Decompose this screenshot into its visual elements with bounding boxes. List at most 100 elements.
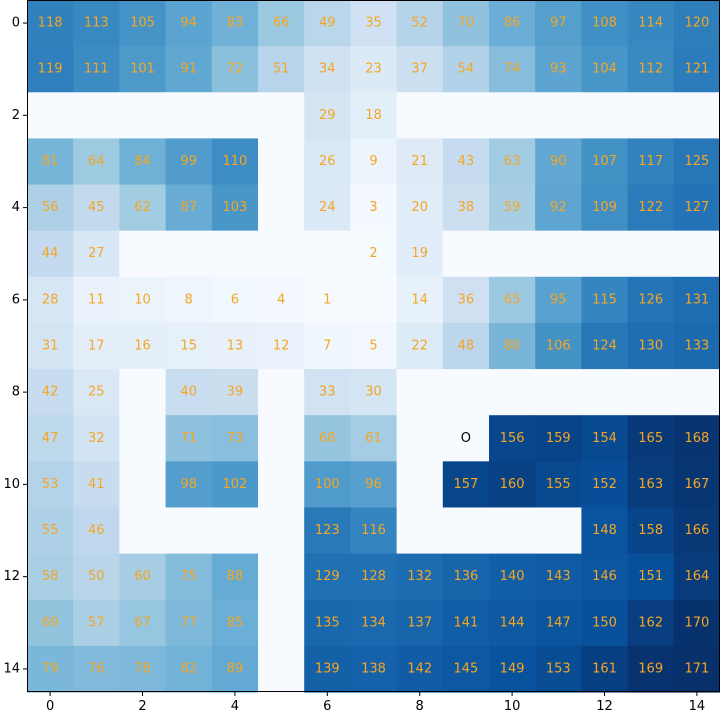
heatmap-cell — [258, 92, 305, 139]
heatmap-cell — [673, 92, 720, 139]
heatmap-cell — [350, 184, 398, 232]
heatmap-cell — [258, 553, 305, 601]
cell-value-label: 144 — [500, 615, 525, 630]
heatmap-cell — [396, 322, 444, 370]
cell-value-label: 164 — [684, 569, 709, 584]
cell-value-label: 96 — [365, 477, 382, 492]
cell-value-label: 139 — [315, 661, 340, 676]
cell-value-label: 55 — [42, 523, 59, 538]
heatmap-cell — [442, 599, 490, 647]
cell-value-label: 73 — [227, 431, 244, 446]
cell-value-label: 54 — [458, 62, 475, 77]
cell-value-label: 119 — [38, 62, 63, 77]
heatmap-cell — [442, 0, 490, 47]
heatmap-cell — [627, 46, 675, 93]
cell-value-label: 48 — [458, 339, 475, 354]
heatmap-cell — [73, 369, 120, 416]
heatmap-cell — [396, 184, 444, 232]
heatmap-cell — [535, 645, 582, 693]
cell-value-label: 94 — [180, 16, 197, 31]
heatmap-cell — [211, 553, 259, 601]
heatmap-cells — [27, 0, 720, 693]
heatmap-cell — [673, 0, 720, 47]
heatmap-cell — [673, 553, 720, 601]
cell-value-label: 22 — [411, 339, 428, 354]
heatmap-cell — [581, 369, 629, 416]
heatmap-cell — [165, 553, 213, 601]
cell-value-label: 104 — [592, 62, 617, 77]
cell-value-label: 47 — [42, 431, 59, 446]
heatmap-cell — [73, 138, 120, 186]
cell-value-label: 1 — [323, 292, 331, 307]
cell-value-label: 160 — [500, 477, 525, 492]
cell-value-label: 82 — [180, 661, 197, 676]
heatmap-cell — [165, 322, 213, 370]
heatmap-cell — [73, 645, 120, 693]
cell-value-label: 21 — [411, 154, 428, 169]
cell-value-label: 167 — [684, 477, 709, 492]
y-tick-label: 12 — [3, 569, 20, 584]
cell-value-label: 69 — [42, 615, 59, 630]
heatmap-cell — [581, 415, 629, 462]
cell-value-label: 25 — [88, 385, 105, 400]
heatmap-cell — [165, 415, 213, 462]
heatmap-cell — [258, 138, 305, 186]
x-tick-label: 4 — [231, 699, 239, 714]
cell-value-label: 23 — [365, 62, 382, 77]
heatmap-cell — [258, 184, 305, 232]
heatmap-cell — [211, 369, 259, 416]
heatmap-cell — [489, 507, 536, 555]
cell-value-label: 88 — [227, 569, 244, 584]
cell-value-label: 114 — [638, 16, 663, 31]
cell-value-label: 163 — [638, 477, 663, 492]
y-axis: 0 2 4 6 8 10 12 14 — [3, 16, 27, 676]
heatmap-cell — [211, 599, 259, 647]
heatmap-cell — [27, 322, 74, 370]
heatmap-cell — [165, 92, 213, 139]
heatmap-cell — [673, 46, 720, 93]
heatmap-cell — [350, 461, 398, 509]
heatmap-cell — [211, 0, 259, 47]
heatmap-cell — [165, 507, 213, 555]
heatmap-cell — [165, 0, 213, 47]
cell-value-label: 130 — [638, 339, 663, 354]
cell-value-label: 67 — [134, 615, 151, 630]
heatmap-cell — [211, 46, 259, 93]
heatmap-cell — [489, 92, 536, 139]
heatmap-cell — [119, 276, 167, 324]
cell-value-label: 143 — [546, 569, 571, 584]
y-tick-label: 14 — [3, 661, 20, 676]
cell-value-label: 45 — [88, 200, 105, 215]
cell-value-label: 159 — [546, 431, 571, 446]
heatmap-cell — [627, 138, 675, 186]
heatmap-cell — [258, 0, 305, 47]
heatmap-cell — [350, 369, 398, 416]
cell-value-label: 26 — [319, 154, 336, 169]
heatmap-cell — [27, 230, 74, 278]
cell-value-label: 61 — [365, 431, 382, 446]
heatmap-cell — [673, 461, 720, 509]
heatmap-cell — [535, 230, 582, 278]
heatmap-cell — [165, 461, 213, 509]
heatmap-cell — [535, 184, 582, 232]
cell-value-label: 106 — [546, 339, 571, 354]
cell-value-label: 100 — [315, 477, 340, 492]
heatmap-cell — [673, 369, 720, 416]
cell-value-label: 64 — [88, 154, 105, 169]
heatmap-cell — [535, 461, 582, 509]
heatmap-cell — [627, 276, 675, 324]
cell-value-label: 147 — [546, 615, 571, 630]
heatmap-cell — [396, 507, 444, 555]
heatmap-cell — [535, 507, 582, 555]
cell-value-label: 90 — [550, 154, 567, 169]
cell-value-label: 93 — [550, 62, 567, 77]
cell-value-label: 122 — [638, 200, 663, 215]
heatmap-cell — [442, 645, 490, 693]
heatmap-cell — [27, 0, 74, 47]
cell-value-label: 8 — [185, 292, 193, 307]
cell-value-label: 38 — [458, 200, 475, 215]
cell-value-label: 91 — [180, 62, 197, 77]
cell-value-label: 62 — [134, 200, 151, 215]
heatmap-cell — [673, 138, 720, 186]
heatmap-cell — [442, 553, 490, 601]
